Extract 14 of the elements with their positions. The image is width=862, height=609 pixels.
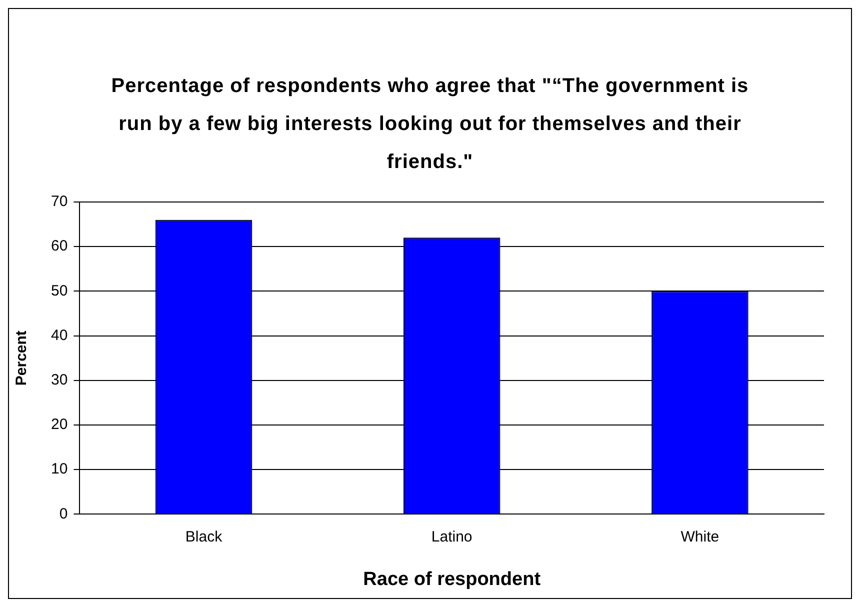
x-axis-title: Race of respondent	[363, 568, 542, 590]
y-tick-label: 50	[50, 282, 68, 300]
chart-title: Percentage of respondents who agree that "“The government is run by a few big interests looking out for themselves and their friends."	[110, 74, 750, 175]
y-tick-label: 40	[50, 326, 68, 344]
y-tick-label: 10	[50, 460, 68, 478]
x-tick-label: White	[680, 528, 720, 546]
y-axis-title: Percent	[13, 330, 30, 386]
x-tick-label: Latino	[431, 528, 472, 546]
y-tick-label: 20	[50, 416, 68, 434]
x-tick-label: Black	[185, 528, 223, 546]
y-tick-label: 70	[50, 193, 68, 210]
y-tick-label: 60	[50, 238, 68, 255]
y-tick-label: 30	[50, 372, 68, 389]
y-tick-label: 0	[59, 505, 68, 522]
